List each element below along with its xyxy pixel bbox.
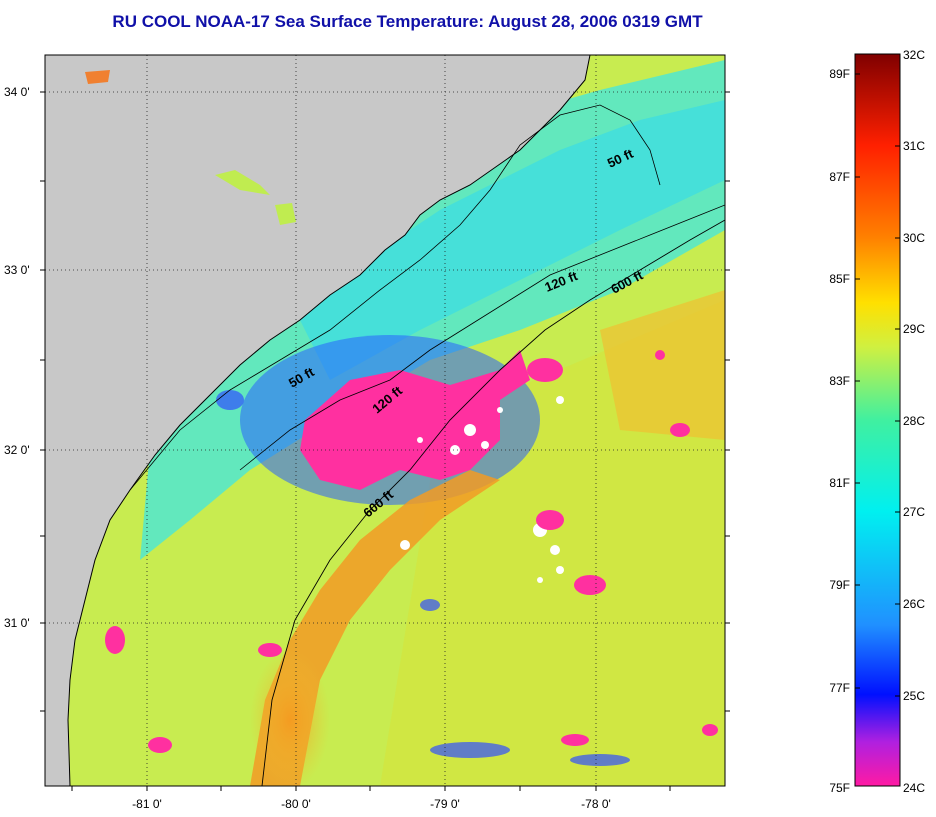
anomaly-patches bbox=[105, 350, 718, 753]
cb-label-26c: 26C bbox=[903, 597, 925, 611]
warm-core bbox=[250, 650, 330, 786]
lake-1 bbox=[215, 170, 270, 195]
cold-anomaly-core bbox=[300, 350, 530, 490]
cb-label-30c: 30C bbox=[903, 231, 925, 245]
colorbar-ticks bbox=[855, 73, 900, 697]
cb-label-79f: 79F bbox=[829, 578, 850, 592]
cb-label-25c: 25C bbox=[903, 689, 925, 703]
cb-label-29c: 29C bbox=[903, 322, 925, 336]
contour-120ft bbox=[239, 204, 725, 471]
cb-label-75f: 75F bbox=[829, 781, 850, 795]
cb-label-85f: 85F bbox=[829, 272, 850, 286]
blue-patches bbox=[172, 254, 630, 766]
cb-label-87f: 87F bbox=[829, 170, 850, 184]
cb-label-81f: 81F bbox=[829, 476, 850, 490]
map-title: RU COOL NOAA-17 Sea Surface Temperature:… bbox=[112, 12, 703, 31]
lon-label-81: -81 0' bbox=[132, 797, 162, 811]
lat-label-33: 33 0' bbox=[4, 263, 30, 277]
graticule bbox=[45, 55, 725, 786]
map-area bbox=[45, 55, 725, 786]
axis-ticks bbox=[40, 91, 730, 791]
nearshore-cyan bbox=[290, 100, 725, 380]
cb-label-83f: 83F bbox=[829, 374, 850, 388]
lon-label-78: -78 0' bbox=[581, 797, 611, 811]
offshore-warm-patch bbox=[600, 290, 725, 440]
lat-label-34: 34 0' bbox=[4, 85, 30, 99]
cb-label-24c: 24C bbox=[903, 781, 925, 795]
cb-label-77f: 77F bbox=[829, 681, 850, 695]
coastline bbox=[45, 55, 591, 786]
contour-600ft bbox=[261, 219, 725, 786]
lake-3 bbox=[85, 70, 110, 84]
lat-label-32: 32 0' bbox=[4, 443, 30, 457]
cb-label-27c: 27C bbox=[903, 505, 925, 519]
lon-label-79: -79 0' bbox=[430, 797, 460, 811]
land-area bbox=[45, 55, 590, 786]
lon-label-80: -80 0' bbox=[281, 797, 311, 811]
cb-label-89f: 89F bbox=[829, 67, 850, 81]
cb-label-32c: 32C bbox=[903, 48, 925, 62]
lat-label-31: 31 0' bbox=[4, 616, 30, 630]
cb-label-28c: 28C bbox=[903, 414, 925, 428]
colorbar bbox=[854, 53, 901, 787]
contour-50ft bbox=[129, 104, 661, 491]
lake-2 bbox=[275, 203, 296, 225]
map-frame bbox=[44, 54, 726, 787]
cb-label-31c: 31C bbox=[903, 139, 925, 153]
